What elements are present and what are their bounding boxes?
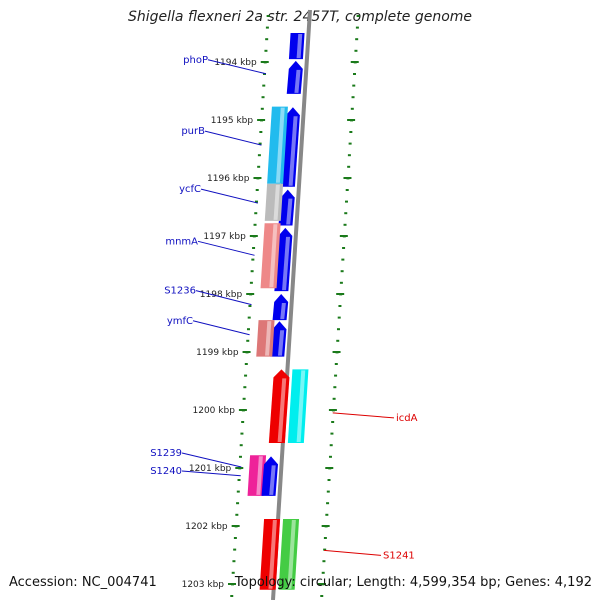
gene-feature[interactable] [278, 519, 300, 590]
label-leader-line [192, 320, 250, 336]
gene-feature[interactable] [287, 369, 309, 444]
genome-backbone [271, 9, 312, 600]
label-leader-line [181, 452, 242, 468]
scale-tick-label: 1203 kbp [182, 580, 225, 590]
gene-feature[interactable] [278, 189, 295, 226]
scale-tick-label: 1200 kbp [193, 406, 236, 416]
scale-tick-label: 1201 kbp [189, 464, 232, 474]
gene-highlight [288, 116, 298, 186]
gene-feature[interactable] [286, 60, 303, 94]
gene-highlight [273, 184, 280, 220]
gene-highlight [275, 107, 285, 183]
label-leader-line [195, 290, 252, 306]
gene-feature[interactable] [272, 294, 289, 321]
gene-labels: phoP purB ycfC mnmA S1236 ymfC S1239 S1240 icdA S… [150, 55, 417, 562]
scale-tick-label: 1197 kbp [203, 232, 246, 242]
tick-marks-right [320, 15, 360, 597]
gene-feature[interactable] [256, 320, 275, 357]
scale-labels: 1194 kbp 1195 kbp 1196 kbp 1197 kbp 1198 kbp… [182, 58, 359, 590]
gene-feature[interactable] [268, 369, 290, 444]
map-title: Shigella flexneri 2a str. 2457T, complet… [127, 9, 473, 25]
scale-tick-label: 1194 kbp [214, 58, 257, 68]
label-leader-line [324, 549, 382, 556]
label-leader-line [200, 188, 258, 204]
gene-feature[interactable] [260, 223, 281, 289]
gene-label-s1241[interactable]: S1241 [383, 550, 415, 561]
label-leader-line [181, 470, 241, 477]
gene-feature[interactable] [261, 456, 279, 496]
scale-tick-label: 1198 kbp [200, 290, 243, 300]
gene-highlight [296, 34, 303, 59]
gene-label-purb[interactable]: purB [181, 126, 205, 137]
gene-highlight [286, 198, 293, 225]
gene-highlight [282, 236, 291, 291]
label-leader-line [197, 240, 255, 256]
scale-tick-label: 1196 kbp [207, 174, 250, 184]
gene-highlight [277, 330, 285, 356]
gene-label-ymfc[interactable]: ymfC [167, 316, 193, 327]
gene-shape[interactable] [288, 33, 305, 60]
gene-highlight [268, 520, 277, 589]
scale-tick-label: 1199 kbp [196, 348, 239, 358]
gene-shape[interactable] [286, 60, 303, 94]
gene-label-s1240[interactable]: S1240 [150, 466, 182, 477]
gene-feature[interactable] [247, 455, 267, 496]
backbone-line [271, 9, 312, 600]
gene-highlight [256, 456, 263, 495]
label-leader-line [332, 412, 395, 419]
scale-tick-label: 1195 kbp [211, 116, 254, 126]
gene-highlight [294, 69, 301, 93]
topology-text: Topology: circular; Length: 4,599,354 bp… [234, 575, 592, 590]
label-leader-line [204, 130, 262, 146]
scale-tick-label: 1202 kbp [185, 522, 228, 532]
gene-feature[interactable] [288, 33, 305, 60]
gene-features [247, 33, 309, 590]
gene-feature[interactable] [270, 321, 287, 357]
gene-label-mnma[interactable]: mnmA [165, 236, 198, 247]
gene-label-icda[interactable]: icdA [396, 413, 418, 424]
gene-shape[interactable] [272, 294, 289, 321]
gene-highlight [280, 303, 286, 320]
gene-feature[interactable] [264, 183, 284, 221]
tick-marks-left [230, 15, 270, 597]
gene-label-phop[interactable]: phoP [183, 55, 208, 66]
gene-feature[interactable] [259, 519, 281, 590]
gene-highlight [265, 321, 272, 356]
gene-label-s1239[interactable]: S1239 [150, 448, 182, 459]
label-leader-line [207, 59, 267, 75]
gene-highlight [296, 370, 306, 443]
accession-text: Accession: NC_004741 [9, 575, 157, 590]
gene-label-s1236[interactable]: S1236 [164, 286, 196, 297]
gene-highlight [269, 224, 278, 288]
gene-highlight [287, 520, 296, 589]
gene-highlight [277, 378, 287, 443]
gene-feature[interactable] [267, 106, 288, 184]
gene-label-ycfc[interactable]: ycfC [179, 184, 201, 195]
gene-highlight [269, 465, 276, 495]
